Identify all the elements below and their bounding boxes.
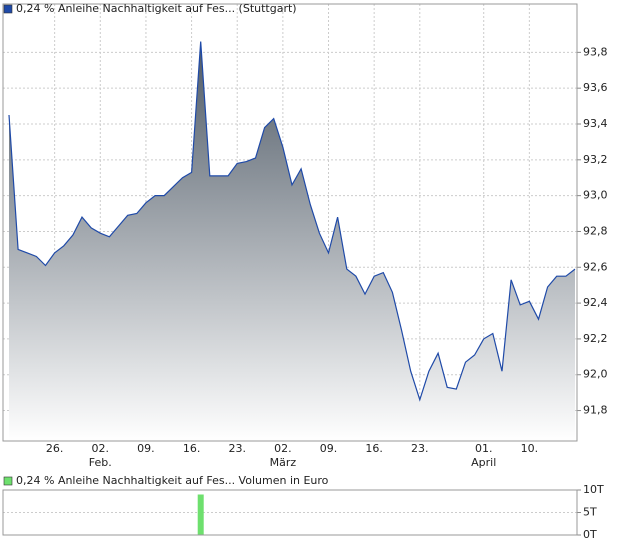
y-tick-label: 92,6 xyxy=(583,260,608,273)
y-tick-label: 93,0 xyxy=(583,189,608,202)
x-month-label: April xyxy=(471,456,496,469)
y-tick-label: 93,6 xyxy=(583,81,608,94)
legend-label: 0,24 % Anleihe Nachhaltigkeit auf Fes...… xyxy=(16,474,329,487)
x-tick-label: 01. xyxy=(475,442,493,455)
y-tick-label: 93,8 xyxy=(583,45,608,58)
y-tick-label: 92,2 xyxy=(583,332,608,345)
x-tick-label: 09. xyxy=(137,442,155,455)
legend-label: 0,24 % Anleihe Nachhaltigkeit auf Fes...… xyxy=(16,2,297,15)
y-tick-label: 92,0 xyxy=(583,368,608,381)
x-tick-label: 23. xyxy=(411,442,429,455)
plot-frame xyxy=(2,489,578,536)
y-tick-label: 93,4 xyxy=(583,117,608,130)
y-tick-label: 92,8 xyxy=(583,224,608,237)
x-tick-label: 16. xyxy=(365,442,383,455)
area-fill xyxy=(9,41,575,441)
x-tick-label: 23. xyxy=(228,442,246,455)
x-tick-label: 02. xyxy=(92,442,110,455)
x-tick-label: 02. xyxy=(274,442,292,455)
x-tick-label: 16. xyxy=(183,442,201,455)
plot-background xyxy=(3,490,577,535)
y-tick-label: 91,8 xyxy=(583,404,608,417)
legend-swatch xyxy=(3,4,13,14)
volume-bar xyxy=(197,494,204,535)
x-tick-label: 10. xyxy=(521,442,539,455)
legend-swatch xyxy=(3,476,13,486)
plot-frame xyxy=(2,3,578,442)
x-month-label: März xyxy=(270,456,297,469)
x-tick-label: 09. xyxy=(320,442,338,455)
y-tick-label: 5T xyxy=(583,506,597,519)
y-tick-label: 93,2 xyxy=(583,153,608,166)
y-tick-label: 92,4 xyxy=(583,296,608,309)
x-tick-label: 26. xyxy=(46,442,64,455)
y-tick-label: 10T xyxy=(583,483,604,496)
y-tick-label: 0T xyxy=(583,528,597,541)
x-month-label: Feb. xyxy=(89,456,112,469)
price-line xyxy=(8,41,576,402)
